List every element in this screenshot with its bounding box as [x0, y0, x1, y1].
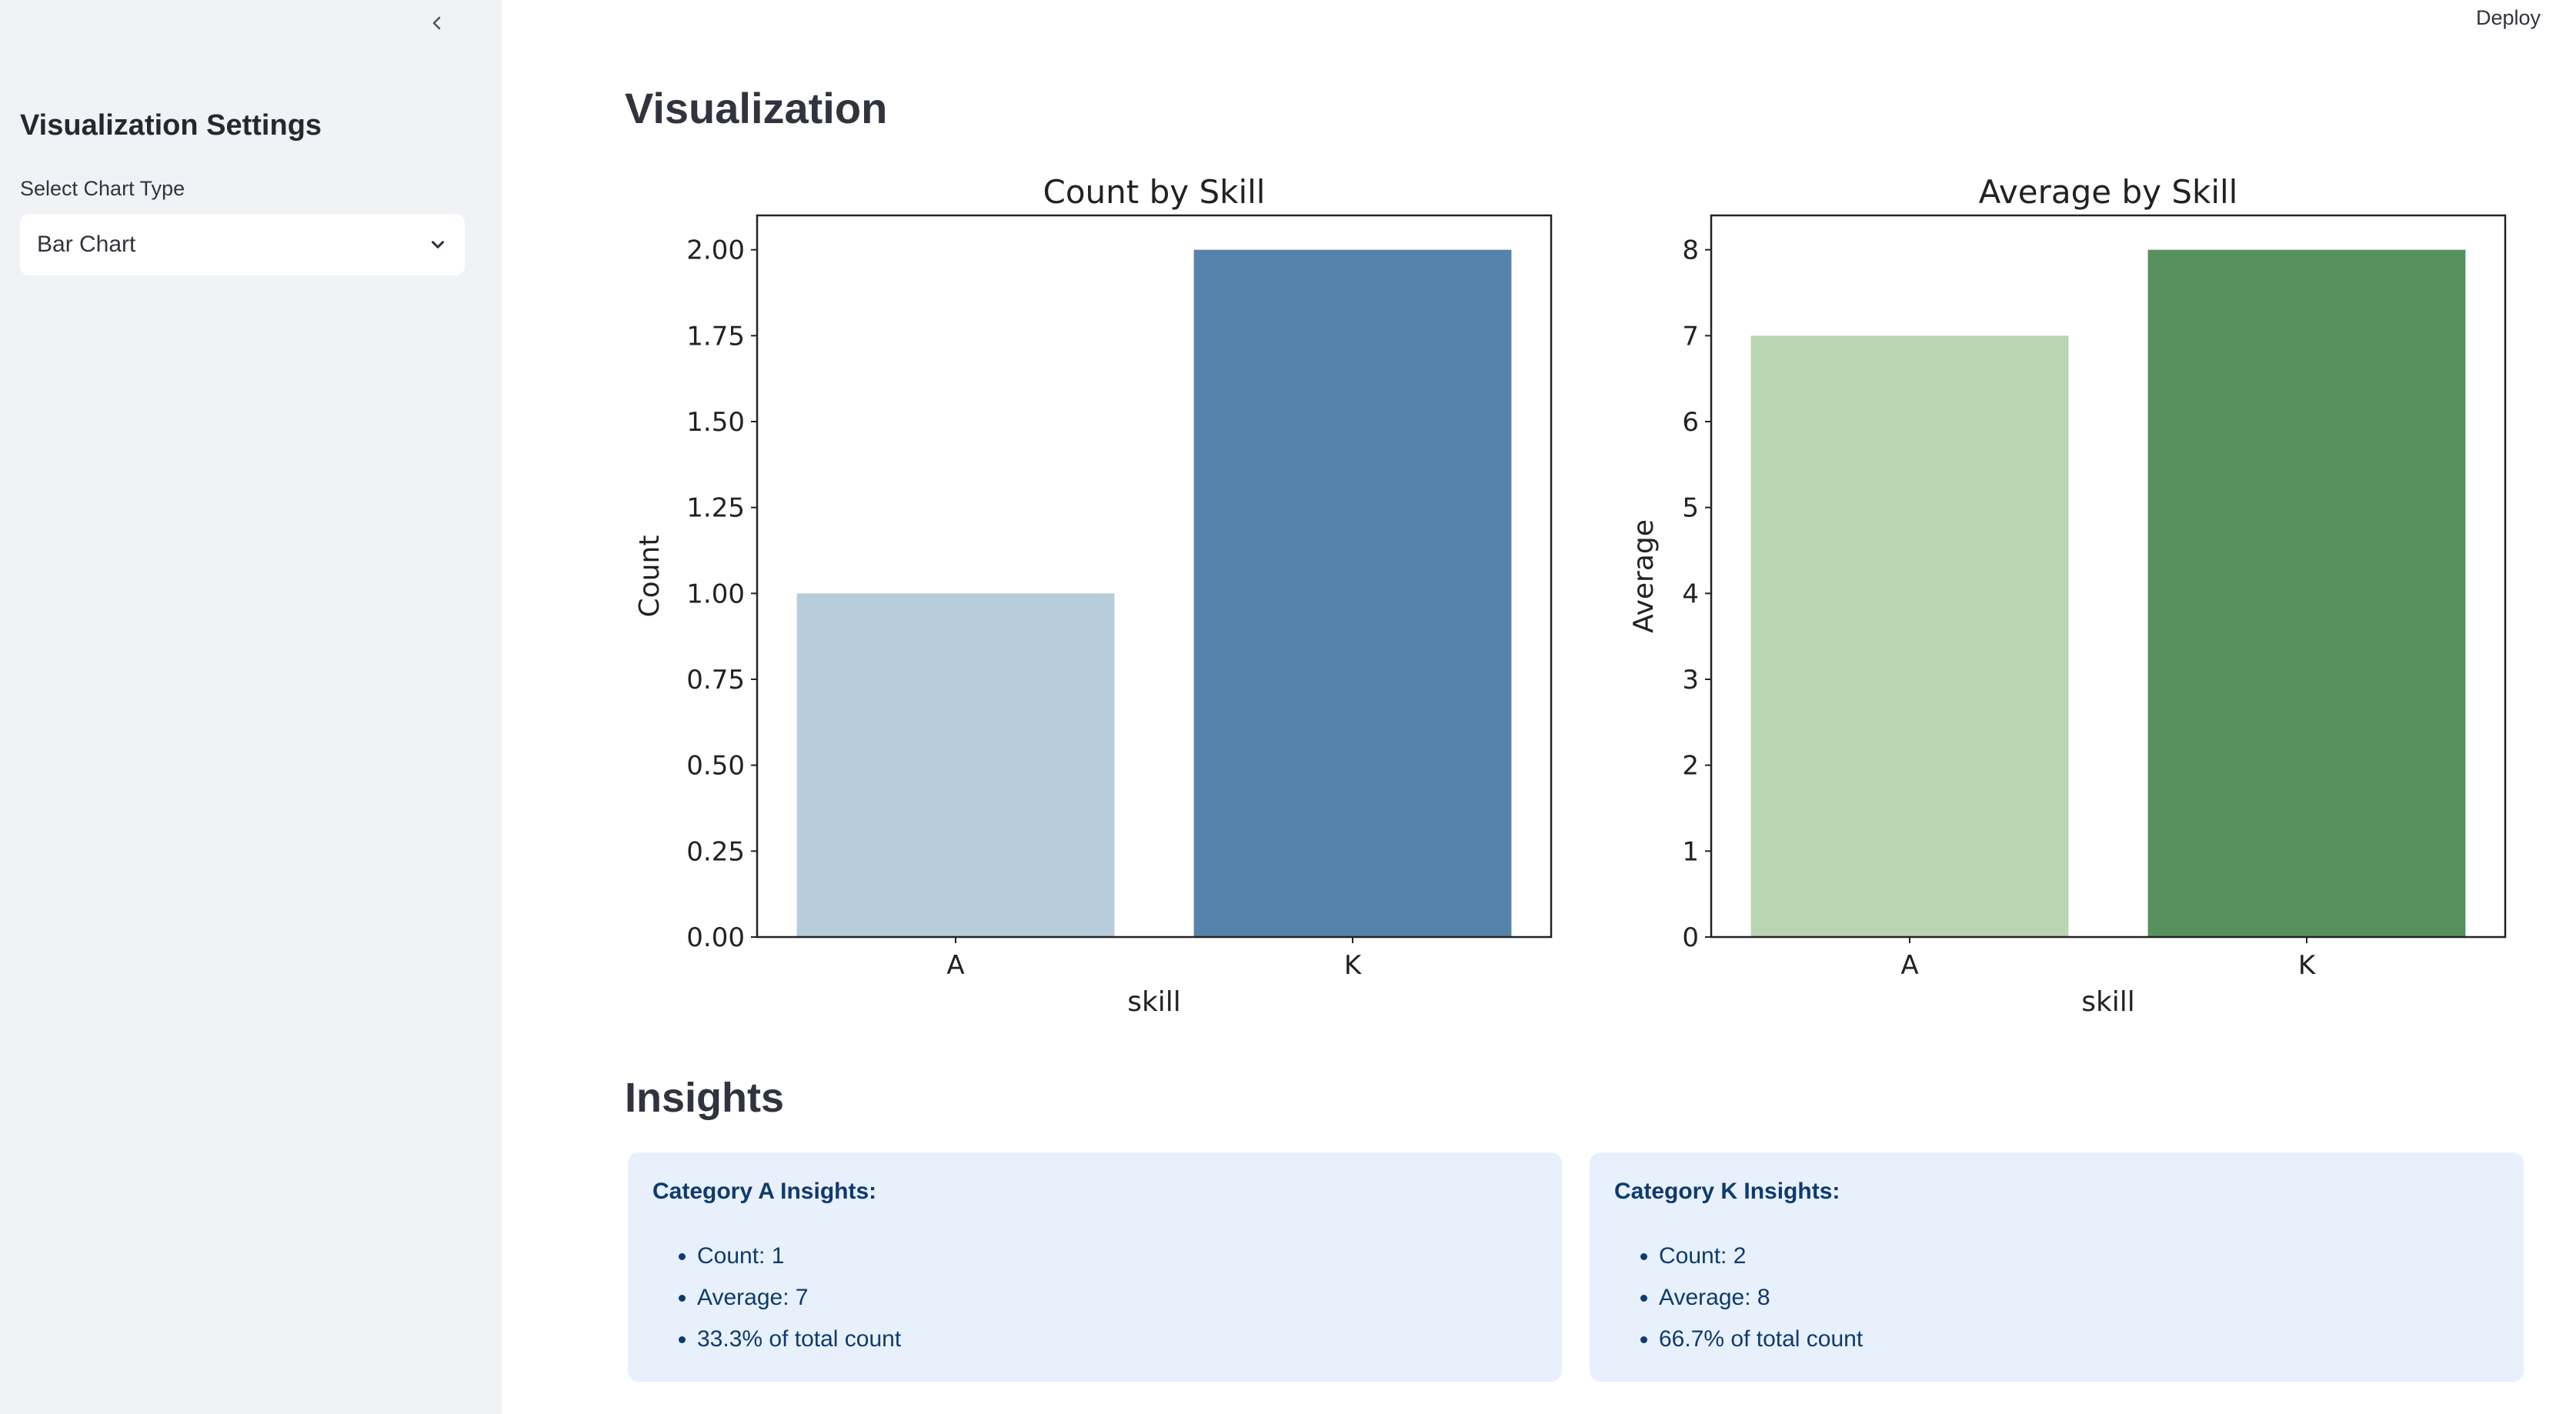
chart-type-select[interactable]: Bar Chart: [20, 214, 465, 275]
y-axis-label: Average: [1628, 519, 1660, 633]
collapse-sidebar-button[interactable]: [422, 8, 452, 38]
y-tick-label: 4: [1682, 579, 1699, 609]
y-tick-label: 0.75: [686, 665, 745, 695]
bar-K: [1194, 250, 1512, 937]
y-tick-label: 7: [1682, 321, 1699, 352]
y-tick-label: 3: [1682, 665, 1699, 695]
sidebar-title: Visualization Settings: [20, 109, 322, 142]
y-axis-label: Count: [634, 535, 666, 618]
insight-list: Count: 1 Average: 7 33.3% of total count: [652, 1236, 1537, 1360]
y-tick-label: 0.00: [686, 922, 745, 953]
x-tick-label: A: [1900, 950, 1918, 981]
y-tick-label: 1.00: [686, 579, 745, 609]
y-tick-label: 0.50: [686, 751, 745, 782]
insight-item: 66.7% of total count: [1659, 1319, 2499, 1360]
bar-K: [2148, 250, 2466, 937]
bar-A: [1751, 335, 2069, 937]
x-axis-label: skill: [2081, 986, 2135, 1018]
y-tick-label: 1.25: [686, 493, 745, 524]
chart-type-value: Bar Chart: [37, 232, 428, 258]
y-tick-label: 2.00: [686, 235, 745, 266]
bar-A: [797, 593, 1115, 937]
x-axis-label: skill: [1127, 986, 1181, 1018]
insight-item: Average: 7: [697, 1277, 1537, 1319]
chevron-down-icon: [428, 235, 448, 255]
insights-title: Insights: [625, 1074, 784, 1122]
y-tick-label: 2: [1682, 751, 1699, 782]
chart-title: Average by Skill: [1979, 173, 2238, 211]
y-tick-label: 0: [1682, 922, 1699, 953]
chart-type-label: Select Chart Type: [20, 177, 185, 201]
insight-card-k: Category K Insights: Count: 2 Average: 8…: [1590, 1152, 2524, 1382]
x-tick-label: K: [1344, 950, 1363, 981]
chevron-left-icon: [428, 14, 446, 32]
y-tick-label: 5: [1682, 493, 1699, 524]
x-tick-label: A: [946, 950, 964, 981]
insight-card-title: Category K Insights:: [1614, 1179, 2499, 1205]
chart-title: Count by Skill: [1043, 173, 1266, 211]
page-title: Visualization: [625, 83, 887, 133]
insight-item: Count: 1: [697, 1236, 1537, 1277]
insight-item: 33.3% of total count: [697, 1319, 1537, 1360]
y-tick-label: 1.50: [686, 407, 745, 438]
insight-card-a: Category A Insights: Count: 1 Average: 7…: [628, 1152, 1562, 1382]
y-tick-label: 1: [1682, 836, 1699, 867]
y-tick-label: 8: [1682, 235, 1699, 266]
insight-item: Average: 8: [1659, 1277, 2499, 1319]
x-tick-label: K: [2298, 950, 2317, 981]
y-tick-label: 1.75: [686, 321, 745, 352]
y-tick-label: 6: [1682, 407, 1699, 438]
insight-list: Count: 2 Average: 8 66.7% of total count: [1614, 1236, 2499, 1360]
y-tick-label: 0.25: [686, 836, 745, 867]
charts-figure: A K 0.00 0.25 0.50 0.75 1.00 1.25 1.50 1.75 2.00 Co…: [616, 154, 2539, 1046]
deploy-button[interactable]: Deploy: [2476, 6, 2541, 30]
insight-item: Count: 2: [1659, 1236, 2499, 1277]
insight-card-title: Category A Insights:: [652, 1179, 1537, 1205]
sidebar: Visualization Settings Select Chart Type…: [0, 0, 502, 1414]
